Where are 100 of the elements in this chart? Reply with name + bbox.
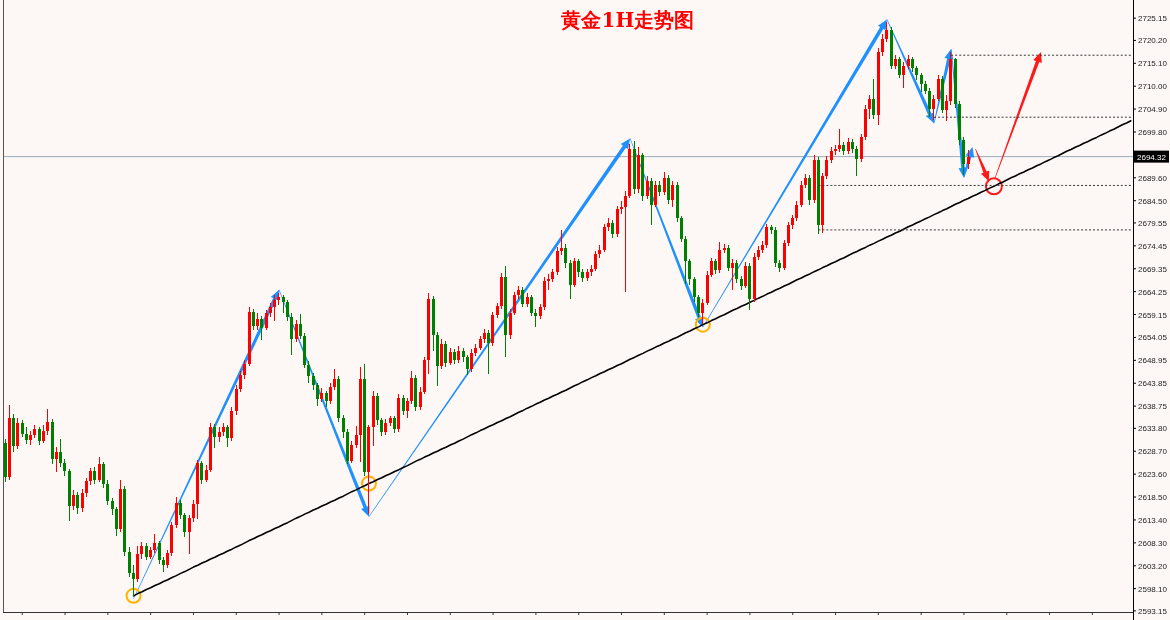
candlestick bbox=[765, 223, 768, 249]
candlestick bbox=[962, 136, 965, 176]
candlestick bbox=[701, 298, 704, 325]
candlestick bbox=[183, 512, 186, 538]
y-tick-label: 2704.90 bbox=[1138, 104, 1168, 114]
chart-title: 黄金1H走势图 bbox=[560, 8, 695, 32]
candlestick bbox=[72, 489, 75, 511]
candlestick bbox=[329, 382, 332, 405]
candlestick bbox=[800, 180, 803, 208]
y-tick-label: 2664.25 bbox=[1138, 287, 1168, 297]
candlestick bbox=[487, 329, 490, 375]
candlestick bbox=[226, 424, 229, 448]
candlestick bbox=[838, 128, 841, 153]
y-tick-label: 2659.15 bbox=[1138, 310, 1168, 320]
candlestick bbox=[560, 229, 563, 256]
candlestick bbox=[260, 315, 263, 341]
candlestick bbox=[671, 180, 674, 208]
candlestick bbox=[564, 243, 567, 269]
candlestick bbox=[350, 440, 353, 464]
candlestick bbox=[98, 456, 101, 483]
candlestick bbox=[872, 78, 875, 120]
candlestick bbox=[594, 250, 597, 272]
candlestick bbox=[106, 479, 109, 506]
candlestick bbox=[333, 368, 336, 391]
candlestick bbox=[102, 461, 105, 489]
candlestick bbox=[316, 382, 319, 407]
candlestick bbox=[85, 477, 88, 498]
candlestick bbox=[81, 488, 84, 513]
candlestick bbox=[252, 308, 255, 331]
candlestick bbox=[175, 496, 178, 529]
candlestick bbox=[667, 174, 670, 205]
candlestick bbox=[213, 423, 216, 449]
candlestick bbox=[521, 286, 524, 308]
candlestick bbox=[76, 491, 79, 515]
candlestick bbox=[307, 360, 310, 384]
candlestick bbox=[945, 94, 948, 122]
y-tick-label: 2710.00 bbox=[1138, 81, 1168, 91]
candlestick bbox=[787, 221, 790, 247]
y-tick-label: 2608.30 bbox=[1138, 538, 1168, 548]
candlestick bbox=[470, 348, 473, 373]
candlestick bbox=[530, 294, 533, 317]
candlestick bbox=[624, 190, 627, 293]
y-tick-label: 2613.40 bbox=[1138, 515, 1168, 525]
candlestick bbox=[342, 414, 345, 439]
candlestick bbox=[158, 540, 161, 565]
candlestick bbox=[808, 174, 811, 206]
candlestick bbox=[967, 149, 970, 170]
candlestick bbox=[410, 370, 413, 405]
candlestick bbox=[932, 94, 935, 121]
candlestick bbox=[860, 133, 863, 163]
candlestick bbox=[855, 145, 858, 177]
y-tick-label: 2633.80 bbox=[1138, 423, 1168, 433]
candlestick bbox=[466, 354, 469, 376]
y-tick-label: 2643.85 bbox=[1138, 378, 1168, 388]
candlestick bbox=[928, 87, 931, 118]
y-tick-label: 2603.20 bbox=[1138, 561, 1168, 571]
candlestick bbox=[295, 319, 298, 343]
candlestick bbox=[273, 294, 276, 322]
candlestick bbox=[663, 171, 666, 196]
candlestick bbox=[825, 155, 828, 180]
candlestick bbox=[406, 397, 409, 419]
candlestick bbox=[680, 215, 683, 243]
candlestick bbox=[235, 384, 238, 416]
candlestick bbox=[868, 94, 871, 120]
y-tick-label: 2669.35 bbox=[1138, 264, 1168, 274]
candlestick bbox=[513, 291, 516, 316]
candlestick bbox=[200, 460, 203, 485]
candlestick bbox=[440, 338, 443, 370]
candlestick bbox=[573, 257, 576, 288]
y-tick-label: 2689.60 bbox=[1138, 173, 1168, 183]
candlestick bbox=[153, 533, 156, 554]
y-tick-label: 2648.95 bbox=[1138, 355, 1168, 365]
candlestick bbox=[355, 425, 358, 449]
candlestick bbox=[744, 261, 747, 289]
candlestick bbox=[55, 446, 58, 473]
candlestick bbox=[46, 408, 49, 436]
y-tick-label: 2654.05 bbox=[1138, 332, 1168, 342]
candlestick bbox=[286, 299, 289, 322]
candlestick bbox=[646, 175, 649, 200]
y-tick-label: 2593.15 bbox=[1138, 606, 1168, 616]
y-tick-label: 2725.15 bbox=[1138, 13, 1168, 23]
candlestick bbox=[16, 417, 19, 450]
y-tick-label: 2720.20 bbox=[1138, 35, 1168, 45]
candlestick bbox=[693, 276, 696, 303]
candlestick bbox=[569, 259, 572, 300]
y-tick-label: 2684.50 bbox=[1138, 196, 1168, 206]
candlestick bbox=[697, 294, 700, 318]
candlestick bbox=[920, 72, 923, 93]
candlestick bbox=[718, 241, 721, 274]
y-tick-label: 2715.10 bbox=[1138, 58, 1168, 68]
candlestick bbox=[710, 257, 713, 278]
candlestick bbox=[376, 392, 379, 426]
candlestick bbox=[902, 61, 905, 89]
candlestick bbox=[132, 564, 135, 597]
candlestick bbox=[885, 21, 888, 43]
candlestick bbox=[727, 244, 730, 272]
candlestick bbox=[128, 546, 131, 578]
y-tick-label: 2699.80 bbox=[1138, 127, 1168, 137]
y-tick-label: 2679.55 bbox=[1138, 218, 1168, 228]
candlestick bbox=[444, 340, 447, 368]
